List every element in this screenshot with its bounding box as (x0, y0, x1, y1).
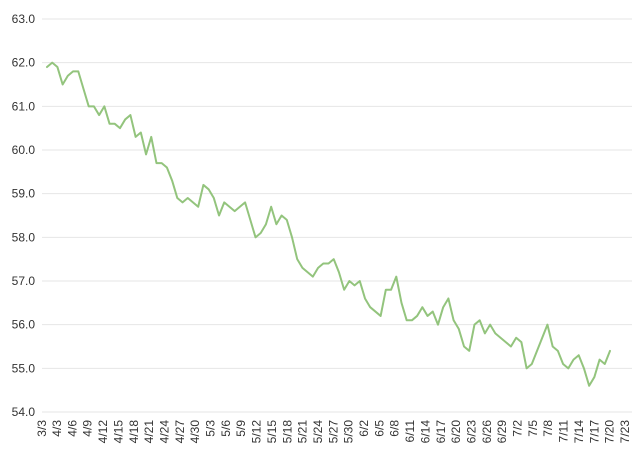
x-tick-label: 6/5 (372, 420, 386, 437)
x-tick-label: 7/11 (557, 420, 571, 443)
x-axis-tick-labels: 3/3 4/3 4/6 4/9 4/12 4/15 4/18 4/21 4/24 4/27 4/30… (35, 420, 632, 444)
x-tick-label: 5/30 (342, 420, 356, 444)
y-axis-tick-labels: 54.0 55.0 56.0 57.0 58.0 59.0 60.0 61.0 62.0 63.0 (12, 12, 36, 419)
x-tick-label: 6/26 (480, 420, 494, 444)
x-tick-label: 5/24 (311, 420, 325, 444)
x-tick-label: 5/3 (204, 420, 218, 437)
x-tick-label: 5/6 (219, 420, 233, 437)
y-tick-label: 61.0 (12, 99, 36, 113)
x-tick-label: 4/30 (188, 420, 202, 444)
x-tick-label: 7/14 (572, 420, 586, 444)
y-tick-label: 55.0 (12, 361, 36, 375)
x-tick-label: 6/29 (495, 420, 509, 444)
y-tick-label: 60.0 (12, 143, 36, 157)
x-tick-label: 6/11 (403, 420, 417, 443)
x-tick-label: 4/27 (173, 420, 187, 444)
x-tick-label: 7/2 (511, 420, 525, 437)
x-tick-label: 4/6 (65, 420, 79, 437)
y-tick-label: 63.0 (12, 12, 36, 26)
x-tick-label: 6/2 (357, 420, 371, 437)
y-tick-label: 62.0 (12, 56, 36, 70)
x-tick-label: 4/18 (127, 420, 141, 444)
x-tick-label: 5/18 (280, 420, 294, 444)
x-tick-label: 6/14 (418, 420, 432, 444)
y-tick-label: 56.0 (12, 318, 36, 332)
x-tick-label: 4/9 (81, 420, 95, 437)
x-tick-label: 3/3 (35, 420, 49, 437)
x-tick-label: 4/21 (142, 420, 156, 444)
series-line-0 (46, 61, 611, 387)
x-tick-label: 5/9 (234, 420, 248, 437)
x-tick-label: 4/15 (111, 420, 125, 444)
x-tick-label: 5/12 (250, 420, 264, 444)
y-tick-label: 58.0 (12, 230, 36, 244)
y-tick-label: 59.0 (12, 187, 36, 201)
y-tick-label: 54.0 (12, 405, 36, 419)
x-tick-label: 7/23 (618, 420, 632, 444)
y-tick-label: 57.0 (12, 274, 36, 288)
x-tick-label: 5/15 (265, 420, 279, 444)
x-tick-label: 6/20 (449, 420, 463, 444)
x-tick-label: 6/17 (434, 420, 448, 444)
x-tick-label: 6/8 (388, 420, 402, 437)
x-tick-label: 5/27 (326, 420, 340, 444)
x-tick-label: 4/3 (50, 420, 64, 437)
x-tick-label: 4/24 (157, 420, 171, 444)
x-tick-label: 7/8 (541, 420, 555, 437)
x-tick-label: 7/20 (603, 420, 617, 444)
gridlines (42, 18, 632, 413)
x-tick-label: 4/12 (96, 420, 110, 444)
x-tick-label: 6/23 (464, 420, 478, 444)
x-tick-label: 7/5 (526, 420, 540, 437)
series-layer (46, 61, 611, 387)
x-tick-label: 5/21 (296, 420, 310, 444)
x-tick-label: 7/17 (587, 420, 601, 444)
